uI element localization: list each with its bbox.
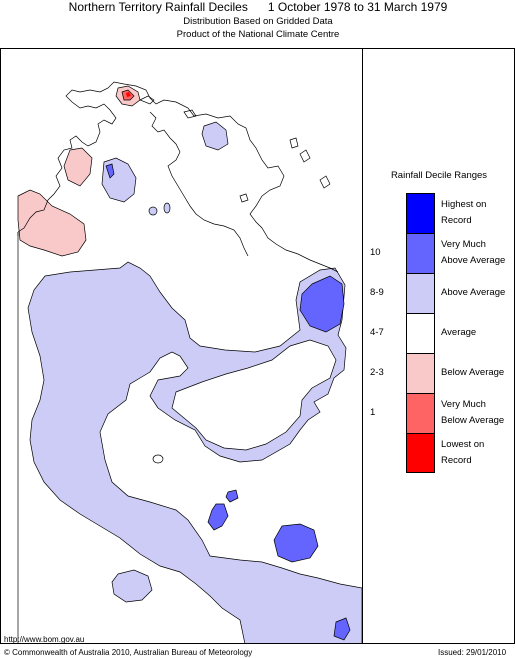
island (239, 193, 249, 203)
legend-label: Highest on Record (441, 199, 487, 226)
issued-date: Issued: 29/01/2010 (438, 648, 507, 657)
above-average-region (101, 157, 137, 203)
very-much-above-average-region (225, 489, 239, 503)
legend-label: Lowest on Record (441, 439, 485, 466)
map-product-line: Product of the National Climate Centre (176, 29, 340, 40)
legend-label: Very Much Above Average (441, 239, 506, 266)
legend-range: 8-9 (370, 287, 384, 298)
island (289, 137, 299, 149)
legend-swatch (406, 273, 435, 313)
copyright-notice: © Commonwealth of Australia 2010, Austra… (4, 648, 253, 657)
island (139, 95, 155, 105)
above-average-region (111, 569, 153, 603)
source-url[interactable]: http://www.bom.gov.au (4, 635, 85, 644)
above-average-region (201, 121, 229, 151)
island (299, 149, 311, 163)
island (183, 109, 197, 119)
legend-range: 1 (370, 407, 376, 418)
legend-label: Very Much Below Average (441, 399, 505, 426)
very-much-above-average-region (333, 617, 351, 641)
rainfall-map (17, 81, 362, 643)
very-much-above-average-region (207, 503, 229, 531)
very-much-above-average-region (273, 523, 319, 563)
legend-label: Above Average (441, 287, 506, 298)
legend-label: Below Average (441, 367, 505, 378)
above-average-region (163, 202, 171, 214)
coastline (149, 111, 249, 257)
lowest-on-record-region (126, 92, 131, 97)
above-average-region (148, 206, 158, 216)
below-average-region (63, 147, 93, 187)
legend-swatch (406, 393, 435, 433)
coastline (17, 81, 339, 273)
average-region (171, 339, 337, 451)
map-title: Northern Territory Rainfall Deciles 1 Oc… (68, 0, 448, 14)
map-frame (0, 48, 515, 644)
legend-divider (362, 48, 363, 644)
legend-label: Average (441, 327, 477, 338)
very-much-above-average-region (105, 163, 115, 179)
map-subtitle: Distribution Based on Gridded Data (183, 16, 333, 27)
island (319, 175, 331, 189)
very-much-above-average-region (299, 275, 345, 333)
legend-range: 10 (370, 247, 381, 258)
below-average-region (17, 189, 87, 257)
legend-range: 4-7 (370, 327, 384, 338)
legend-swatch (406, 353, 435, 393)
legend-title: Rainfall Decile Ranges (390, 170, 488, 181)
legend-swatch (406, 233, 435, 273)
legend-swatch (406, 433, 435, 473)
legend-swatch (406, 193, 435, 233)
legend-range: 2-3 (370, 367, 384, 378)
legend-swatch (406, 313, 435, 353)
average-spot (152, 454, 164, 464)
